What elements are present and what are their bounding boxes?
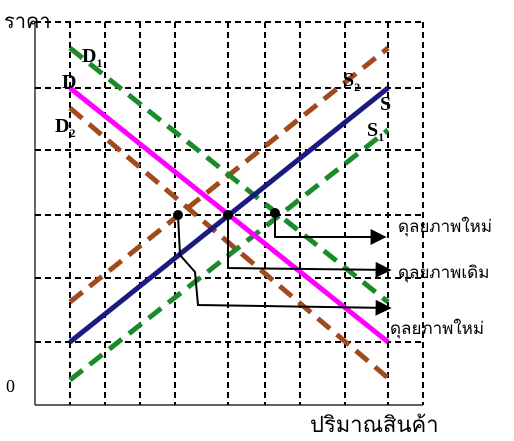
connector-new-upper bbox=[274, 213, 387, 245]
curve-label-d1: D1 bbox=[82, 45, 102, 70]
connector-new-lower bbox=[177, 214, 392, 316]
label-new-equilibrium-upper: ดุลยภาพใหม่ bbox=[398, 216, 492, 237]
demand-curve-d1 bbox=[68, 46, 390, 304]
x-axis-label: ปริมาณสินค้า bbox=[310, 412, 439, 437]
curve-label-s2: S2 bbox=[343, 69, 360, 94]
origin-label: 0 bbox=[6, 376, 15, 396]
axes bbox=[34, 22, 423, 406]
curve-label-d: D bbox=[62, 71, 76, 93]
curve-label-s: S bbox=[380, 93, 391, 115]
curve-label-d2: D2 bbox=[55, 115, 75, 140]
equilibrium-connectors bbox=[177, 213, 392, 316]
equilibrium-point-new-left bbox=[173, 210, 183, 220]
equilibrium-point-new-right bbox=[270, 208, 280, 218]
label-original-equilibrium: ดุลยภาพเดิม bbox=[398, 263, 489, 283]
label-new-equilibrium-lower: ดุลยภาพใหม่ bbox=[390, 318, 484, 339]
y-axis-label: ราคา bbox=[4, 11, 51, 33]
equilibrium-point-original bbox=[223, 210, 233, 220]
connector-original bbox=[227, 215, 392, 278]
curve-label-s1: S1 bbox=[367, 119, 384, 144]
